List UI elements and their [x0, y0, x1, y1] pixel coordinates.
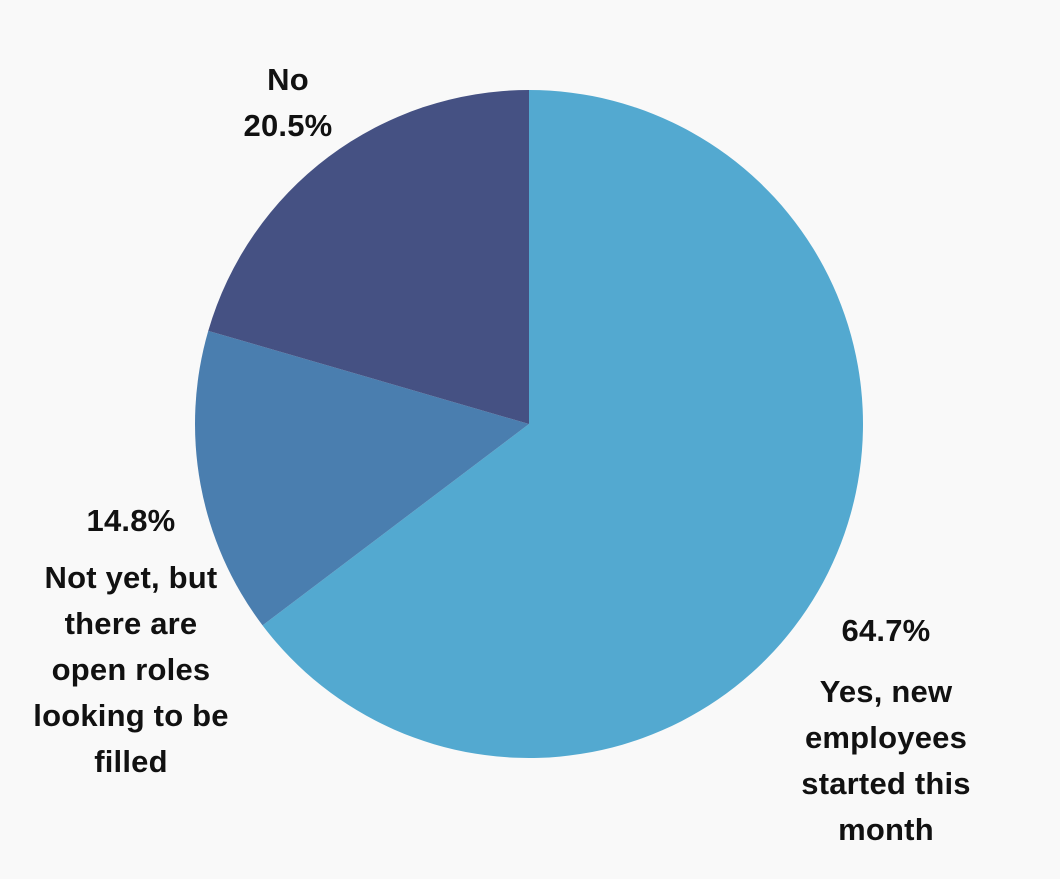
- slice-label-yes-text: Yes, new employees started this month: [801, 674, 971, 847]
- slice-label-not-yet-text: Not yet, but there are open roles lookin…: [33, 560, 229, 779]
- slice-label-not-yet-percent: 14.8%: [86, 503, 176, 538]
- pie-slice-yes: [262, 90, 864, 758]
- slice-label-yes: 64.7% Yes, new employees started this mo…: [776, 608, 996, 853]
- pie-slice-no: [208, 90, 529, 424]
- slice-label-no-percent: 20.5%: [243, 108, 333, 143]
- pie-slice-not-yet: [194, 330, 529, 626]
- slice-label-not-yet: 14.8% Not yet, but there are open roles …: [14, 498, 248, 785]
- slice-label-yes-percent: 64.7%: [841, 613, 931, 648]
- slice-label-no-text: No: [267, 62, 309, 97]
- slice-label-no: No 20.5%: [188, 57, 388, 149]
